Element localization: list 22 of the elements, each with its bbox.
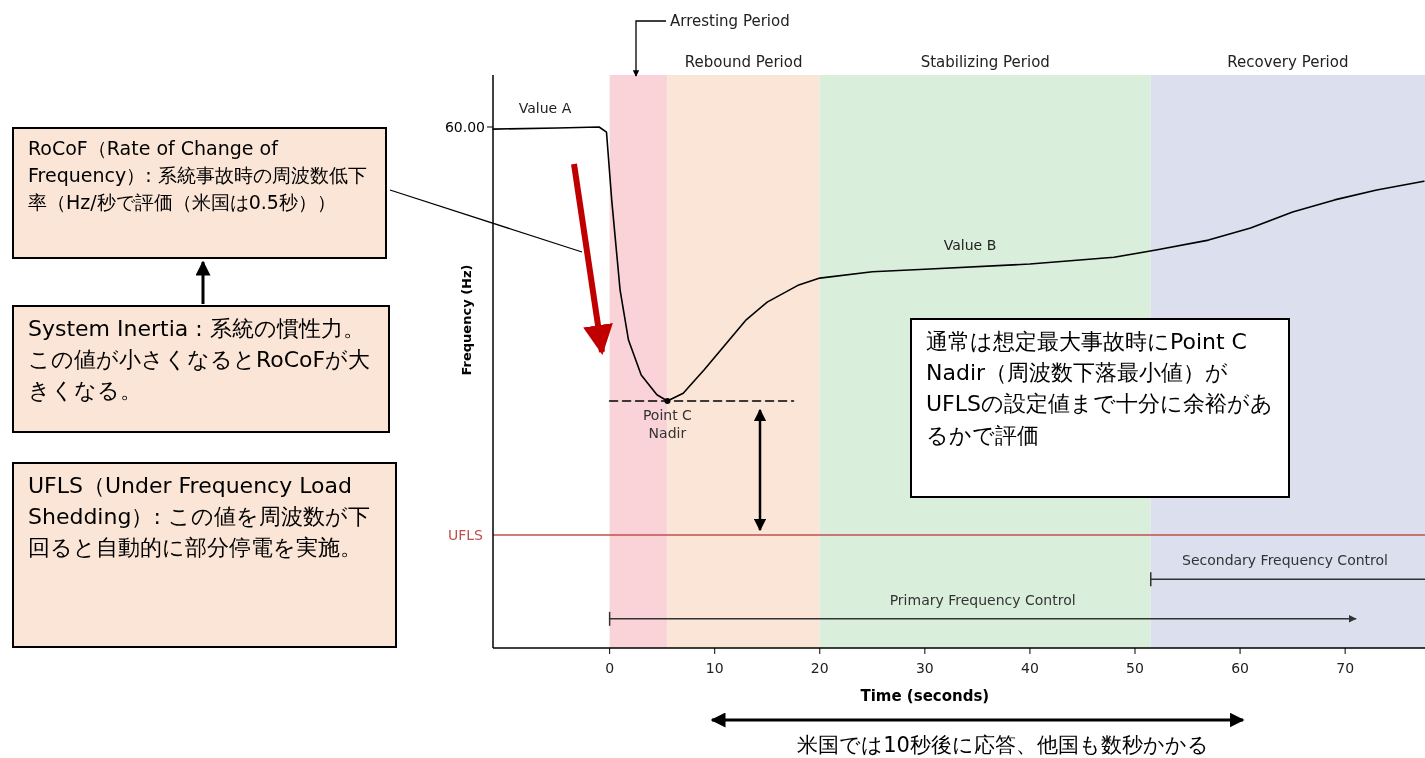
band-label: Stabilizing Period [920, 53, 1050, 71]
ref-line-label: UFLS [448, 526, 484, 543]
text: Value A [518, 100, 572, 116]
x-tick-label: 50 [1126, 660, 1144, 676]
x-tick-label: 0 [605, 660, 615, 676]
series-label: Secondary Frequency Control [1182, 552, 1388, 569]
text: 米国では10秒後に応答、他国も数秒かかる [797, 733, 1209, 757]
x-tick-label: 40 [1021, 660, 1039, 676]
x-tick-label: 30 [915, 660, 934, 676]
y-axis-title: Frequency (Hz) [459, 264, 474, 376]
band-label: Rebound Period [684, 53, 803, 71]
x-tick-label: 70 [1336, 660, 1355, 676]
annotation: 60.00 [444, 119, 485, 135]
annotation: Point C Nadir [641, 406, 693, 443]
band-label: Arresting Period [670, 12, 790, 30]
x-tick-label: 20 [810, 660, 829, 676]
annotation: Value B [943, 237, 997, 253]
x-tick-label: 60 [1231, 660, 1249, 676]
x-tick-label: 10 [705, 660, 724, 676]
x-axis-title: Time (seconds) [860, 687, 990, 705]
series-label: Primary Frequency Control [889, 591, 1076, 608]
band-label: Recovery Period [1227, 53, 1349, 71]
